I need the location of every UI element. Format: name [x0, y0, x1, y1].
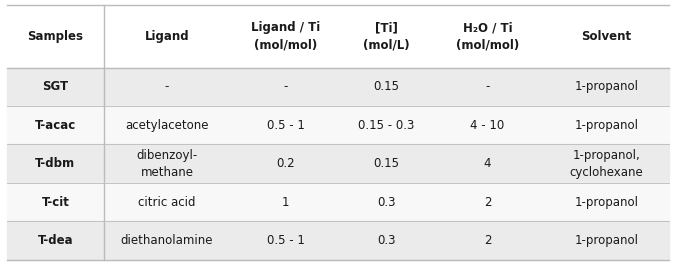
Text: [Ti]
(mol/L): [Ti] (mol/L)	[363, 21, 410, 51]
Text: 2: 2	[483, 196, 491, 209]
Text: dibenzoyl-
methane: dibenzoyl- methane	[137, 149, 197, 179]
Text: Ligand / Ti
(mol/mol): Ligand / Ti (mol/mol)	[251, 21, 320, 51]
Text: 1-propanol: 1-propanol	[574, 234, 638, 247]
Text: T-dbm: T-dbm	[35, 157, 76, 170]
Text: 1-propanol: 1-propanol	[574, 119, 638, 132]
Text: 0.15: 0.15	[374, 157, 400, 170]
Bar	[7, 183, 669, 221]
Text: 1: 1	[282, 196, 289, 209]
Text: 0.2: 0.2	[276, 157, 295, 170]
Text: SGT: SGT	[43, 80, 68, 93]
Text: citric acid: citric acid	[138, 196, 196, 209]
Text: Samples: Samples	[27, 30, 83, 43]
Bar	[7, 221, 669, 260]
Text: 0.15 - 0.3: 0.15 - 0.3	[358, 119, 415, 132]
Text: 0.5 - 1: 0.5 - 1	[267, 234, 305, 247]
Text: Ligand: Ligand	[145, 30, 189, 43]
Text: 0.15: 0.15	[374, 80, 400, 93]
Text: diethanolamine: diethanolamine	[121, 234, 213, 247]
Text: T-dea: T-dea	[38, 234, 73, 247]
Bar	[7, 5, 669, 68]
Text: 1-propanol,
cyclohexane: 1-propanol, cyclohexane	[569, 149, 643, 179]
Text: T-cit: T-cit	[41, 196, 70, 209]
Bar	[7, 106, 669, 144]
Text: 0.3: 0.3	[377, 234, 396, 247]
Text: 1-propanol: 1-propanol	[574, 196, 638, 209]
Text: 1-propanol: 1-propanol	[574, 80, 638, 93]
Bar	[7, 68, 669, 106]
Text: T-acac: T-acac	[34, 119, 76, 132]
Text: 0.3: 0.3	[377, 196, 396, 209]
Text: 4: 4	[483, 157, 491, 170]
Bar	[7, 144, 669, 183]
Text: Solvent: Solvent	[581, 30, 631, 43]
Text: acetylacetone: acetylacetone	[125, 119, 209, 132]
Text: -: -	[165, 80, 169, 93]
Text: H₂O / Ti
(mol/mol): H₂O / Ti (mol/mol)	[456, 21, 519, 51]
Text: -: -	[284, 80, 288, 93]
Text: 4 - 10: 4 - 10	[470, 119, 504, 132]
Text: 2: 2	[483, 234, 491, 247]
Text: 0.5 - 1: 0.5 - 1	[267, 119, 305, 132]
Text: -: -	[485, 80, 489, 93]
